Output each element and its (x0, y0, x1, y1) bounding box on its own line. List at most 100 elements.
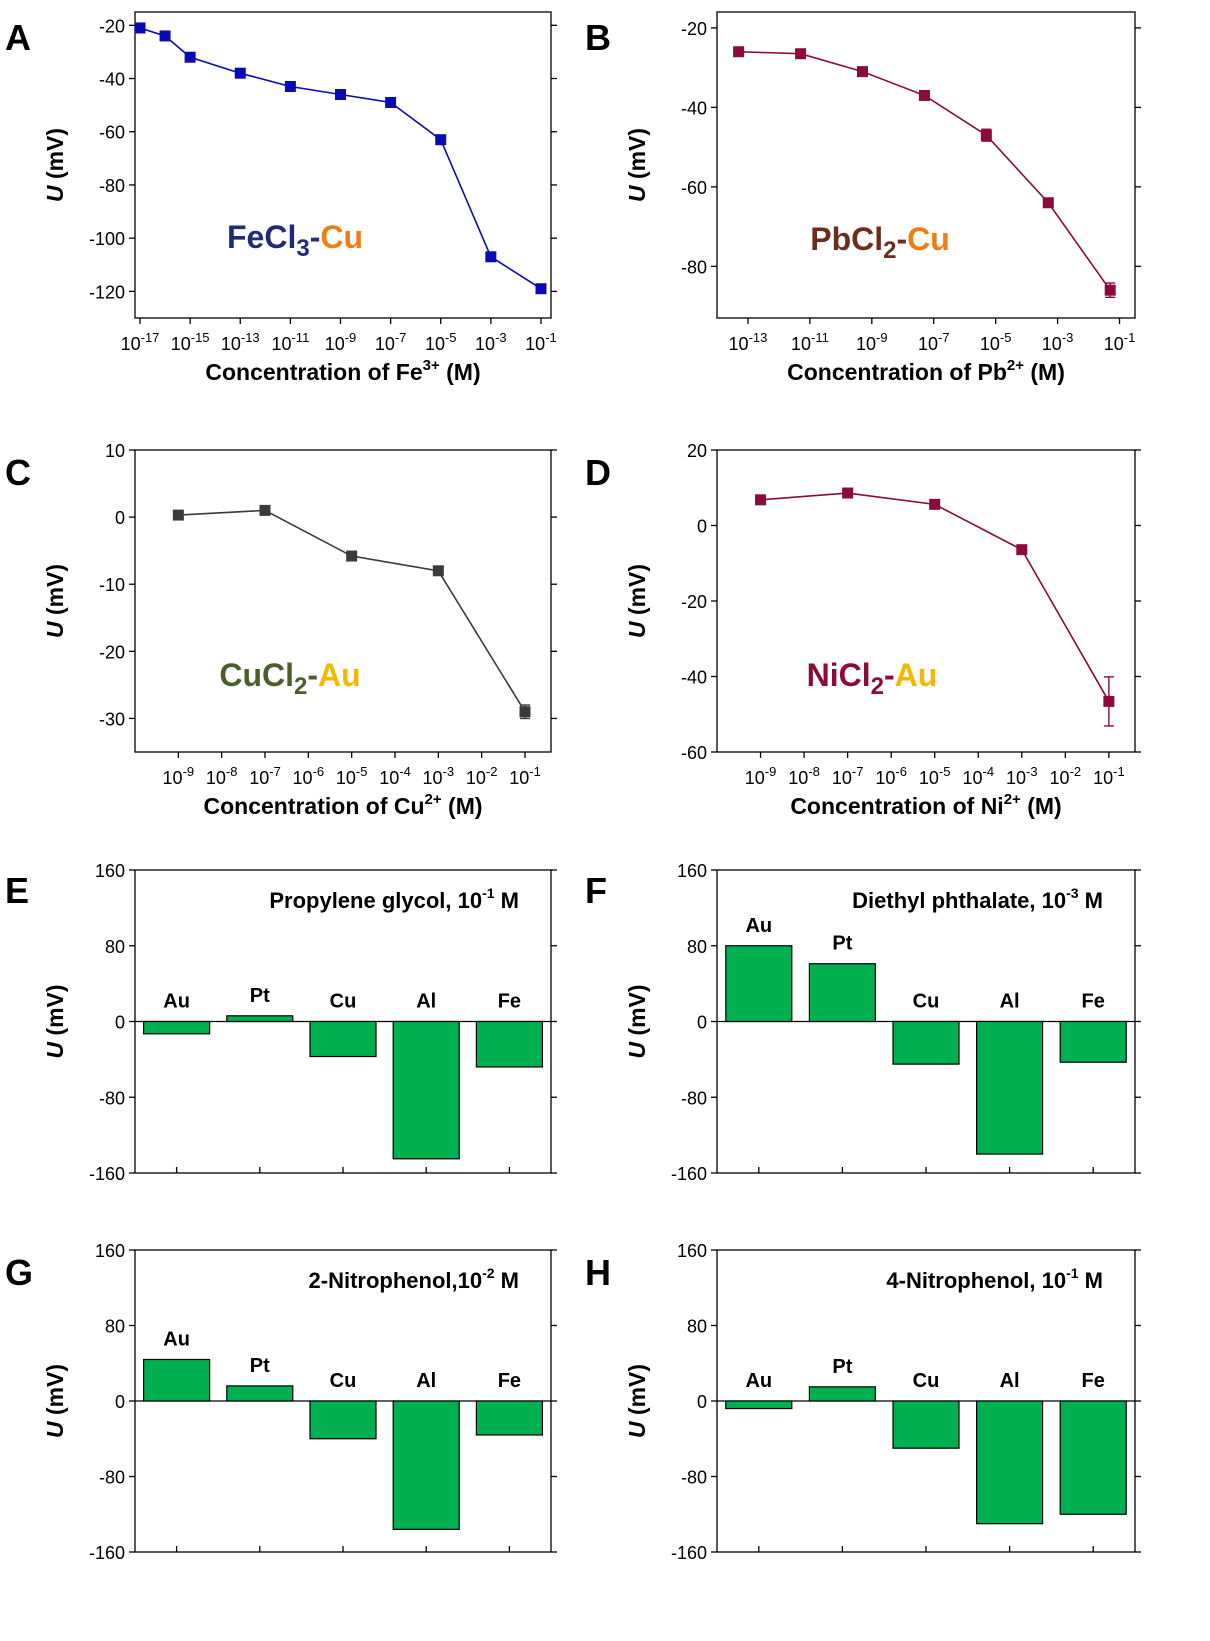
chart-title: Propylene glycol, 10-1 M (269, 885, 519, 913)
data-point (346, 550, 358, 562)
y-tick-label: 160 (95, 1241, 125, 1261)
bar-category-label: Al (416, 991, 436, 1013)
bar-category-label: Fe (498, 991, 521, 1013)
x-tick-label: 10-7 (249, 764, 281, 788)
bar (309, 1400, 377, 1440)
bar-category-label: Cu (330, 991, 357, 1013)
bar (808, 963, 877, 1023)
y-axis-label: U (mV) (624, 128, 650, 202)
plot-frame (134, 449, 552, 753)
x-tick-label: 10-8 (206, 764, 238, 788)
y-tick-label: 80 (687, 937, 707, 957)
x-axis-label: Concentration of Cu2+ (M) (203, 791, 482, 819)
x-tick-label: 10-7 (832, 764, 864, 788)
y-tick-label: -30 (99, 709, 125, 729)
data-point (842, 487, 854, 499)
bar-category-label: Au (163, 1328, 190, 1350)
y-tick-label: 160 (95, 861, 125, 881)
data-point (856, 66, 868, 78)
y-tick-label: -20 (99, 642, 125, 662)
bar (725, 945, 793, 1023)
panel-letter: B (585, 17, 611, 58)
y-tick-label: -60 (681, 743, 707, 763)
y-tick-label: -20 (681, 19, 707, 39)
panel-G: G 160 80 0 -80 -160 U (mV) Au Pt Cu Al Fe 2-Nitrophe… (5, 1241, 557, 1563)
bar (309, 1020, 377, 1058)
x-tick-label: 10-5 (425, 330, 457, 354)
panel-B: B -20 -40 -60 -80 U (mV) 10-13 10-11 10-9 10-7 10-… (585, 11, 1141, 385)
bar-category-label: Cu (913, 1370, 940, 1392)
y-tick-label: -80 (681, 1088, 707, 1108)
y-tick-label: 0 (697, 517, 707, 537)
bar (892, 1400, 960, 1449)
bar-category-label: Au (163, 991, 190, 1013)
data-point (733, 46, 745, 58)
panel-letter: F (585, 870, 607, 911)
data-point (929, 498, 941, 510)
x-tick-label: 10-13 (221, 330, 260, 354)
panel-letter: D (585, 452, 611, 493)
data-point (1103, 695, 1115, 707)
x-tick-label: 10-7 (918, 330, 950, 354)
chart-title: 2-Nitrophenol,10-2 M (309, 1265, 519, 1293)
y-tick-label: -20 (99, 16, 125, 36)
x-tick-label: 10-1 (1104, 330, 1136, 354)
data-point (184, 51, 196, 63)
data-point (795, 48, 807, 60)
x-tick-label: 10-8 (788, 764, 820, 788)
compound-annotation: CuCl2-Au (219, 657, 360, 700)
y-tick-label: 160 (677, 1241, 707, 1261)
panel-letter: E (5, 870, 29, 911)
y-tick-label: -80 (99, 1468, 125, 1488)
data-point (284, 81, 296, 93)
data-point (1042, 197, 1054, 209)
data-point (755, 494, 767, 506)
x-tick-label: 10-5 (980, 330, 1012, 354)
x-tick-label: 10-17 (121, 330, 160, 354)
y-tick-label: -100 (89, 229, 125, 249)
data-point (385, 96, 397, 108)
bar (1059, 1400, 1127, 1515)
bar-category-label: Au (745, 1370, 772, 1392)
panel-A: A -20 -40 -60 -80 -100 -120 U (mV) 10-17 10-15 10-… (5, 11, 557, 385)
y-tick-label: -60 (99, 123, 125, 143)
x-tick-label: 10-2 (466, 764, 498, 788)
bar-category-label: Al (1000, 991, 1020, 1013)
x-tick-label: 10-6 (293, 764, 325, 788)
y-tick-label: -40 (681, 668, 707, 688)
y-tick-label: -160 (671, 1164, 707, 1184)
bar-category-label: Au (745, 915, 772, 937)
x-tick-label: 10-1 (525, 330, 557, 354)
y-tick-label: 80 (687, 1317, 707, 1337)
y-tick-label: -160 (89, 1164, 125, 1184)
y-axis-label: U (mV) (42, 984, 68, 1058)
bar (808, 1386, 877, 1402)
y-tick-label: 10 (105, 441, 125, 461)
bar (226, 1385, 294, 1402)
x-tick-label: 10-3 (1042, 330, 1074, 354)
panel-letter: A (5, 17, 31, 58)
y-axis-label: U (mV) (624, 564, 650, 638)
y-tick-label: -120 (89, 282, 125, 302)
x-axis-label: Concentration of Fe3+ (M) (205, 357, 480, 385)
bar-category-label: Cu (913, 991, 940, 1013)
y-tick-label: -80 (681, 1468, 707, 1488)
x-tick-label: 10-4 (379, 764, 411, 788)
panel-F: F 160 80 0 -80 -160 U (mV) Au Pt Cu Al Fe Diethyl ph… (585, 861, 1141, 1184)
chart-title: 4-Nitrophenol, 10-1 M (886, 1265, 1103, 1293)
data-point (432, 565, 444, 577)
data-point (234, 67, 246, 79)
data-point (159, 30, 171, 42)
y-tick-label: 80 (105, 937, 125, 957)
y-axis-label: U (mV) (624, 1364, 650, 1438)
data-point (134, 22, 146, 34)
data-point (519, 706, 531, 718)
y-tick-label: -10 (99, 575, 125, 595)
y-tick-label: -160 (89, 1543, 125, 1563)
y-tick-label: -160 (671, 1543, 707, 1563)
panel-letter: G (5, 1252, 33, 1293)
y-tick-label: -40 (99, 70, 125, 90)
bar-category-label: Al (1000, 1370, 1020, 1392)
y-tick-label: -20 (681, 592, 707, 612)
